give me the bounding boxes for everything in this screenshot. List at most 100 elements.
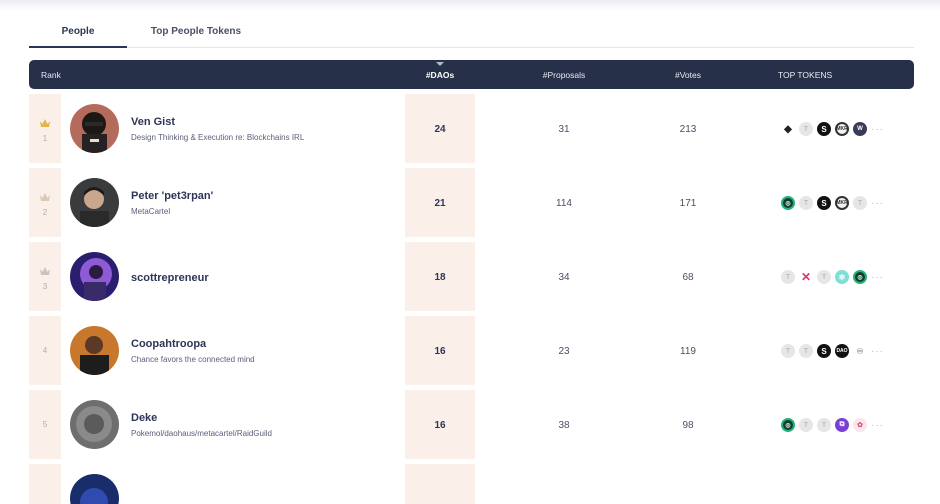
daos-cell: 21: [405, 168, 475, 237]
table-row[interactable]: 2 Peter 'pet3rpan' MetaCartel 21 114 171…: [29, 168, 914, 237]
rank-number: 1: [42, 134, 48, 143]
avatar[interactable]: [70, 326, 119, 375]
unknown-token-icon[interactable]: T: [799, 344, 813, 358]
votes-count: 68: [682, 272, 694, 283]
person-description: Chance favors the connected mind: [131, 355, 255, 364]
top-tokens: T T S DAO ♾ ···: [781, 343, 884, 359]
more-tokens-icon[interactable]: ···: [871, 345, 884, 357]
crown-gold-icon: [40, 119, 50, 127]
header-votes[interactable]: #Votes: [675, 70, 701, 80]
avatar[interactable]: [70, 252, 119, 301]
green-token-icon[interactable]: ◎: [781, 418, 795, 432]
table-row[interactable]: [29, 464, 914, 504]
more-tokens-icon[interactable]: ···: [871, 197, 884, 209]
avatar[interactable]: [70, 400, 119, 449]
daos-cell: 18: [405, 242, 475, 311]
header-daos[interactable]: #DAOs: [425, 70, 455, 80]
daos-count: 21: [434, 198, 446, 209]
person-name[interactable]: Deke: [131, 412, 158, 424]
person-name[interactable]: Coopahtroopa: [131, 338, 207, 350]
unknown-token-icon[interactable]: T: [799, 122, 813, 136]
top-tokens: T ✕ T ✲ ◎ ···: [781, 269, 884, 285]
ring-token-icon[interactable]: MKR: [835, 122, 849, 136]
person-name[interactable]: Ven Gist: [131, 116, 176, 128]
rank-cell: 2: [29, 168, 61, 237]
crown-icon: [40, 193, 50, 201]
proposals-count: 31: [558, 124, 570, 135]
tab-people[interactable]: People: [29, 26, 127, 48]
unknown-token-icon[interactable]: T: [817, 418, 831, 432]
header-rank[interactable]: Rank: [41, 70, 61, 80]
person-description: Pokemol/daohaus/metacartel/RaidGuild: [131, 429, 272, 438]
green-token-icon[interactable]: ◎: [781, 196, 795, 210]
more-tokens-icon[interactable]: ···: [871, 271, 884, 283]
avatar[interactable]: [70, 104, 119, 153]
rank-cell: [29, 464, 61, 504]
sort-desc-icon: [436, 62, 444, 66]
proposals-count: 34: [558, 272, 570, 283]
daos-count: 24: [434, 124, 446, 135]
more-tokens-icon[interactable]: ···: [871, 123, 884, 135]
proposals-count: 114: [556, 198, 572, 209]
rank-number: 2: [42, 208, 48, 217]
daos-cell: [405, 464, 475, 504]
top-shadow: [0, 0, 940, 10]
avatar[interactable]: [70, 474, 119, 504]
table-row[interactable]: 5 Deke Pokemol/daohaus/metacartel/RaidGu…: [29, 390, 914, 459]
top-tokens: ◆ T S MKR W ···: [781, 121, 884, 137]
table-row[interactable]: 1 Ven Gist Design Thinking & Execution r…: [29, 94, 914, 163]
person-description: MetaCartel: [131, 207, 171, 216]
tab-top-people-tokens[interactable]: Top People Tokens: [150, 26, 242, 37]
person-name[interactable]: scottrepreneur: [131, 272, 209, 284]
table-row[interactable]: 4 Coopahtroopa Chance favors the connect…: [29, 316, 914, 385]
eth-icon[interactable]: ◆: [784, 123, 792, 135]
rank-number: 3: [42, 282, 48, 291]
votes-count: 119: [680, 346, 696, 357]
unknown-token-icon[interactable]: T: [799, 418, 813, 432]
tab-bar: People Top People Tokens: [29, 0, 914, 48]
snx-token-icon[interactable]: S: [817, 122, 831, 136]
daos-cell: 16: [405, 316, 475, 385]
navy-token-icon[interactable]: W: [853, 122, 867, 136]
teal-token-icon[interactable]: ✲: [835, 270, 849, 284]
daos-count: 18: [434, 272, 446, 283]
top-tokens: ◎ T T ⧉ ✿ ···: [781, 417, 884, 433]
daos-cell: 16: [405, 390, 475, 459]
ring-token-icon[interactable]: MKR: [835, 196, 849, 210]
purple-token-icon[interactable]: ⧉: [835, 418, 849, 432]
dao-token-icon[interactable]: DAO: [835, 344, 849, 358]
rank-cell: 3: [29, 242, 61, 311]
daos-count: 16: [434, 420, 446, 431]
snx-token-icon[interactable]: S: [817, 344, 831, 358]
daos-count: 16: [434, 346, 446, 357]
proposals-count: 23: [558, 346, 570, 357]
table-header: Rank #DAOs #Proposals #Votes TOP TOKENS: [29, 60, 914, 89]
rank-cell: 5: [29, 390, 61, 459]
rank-cell: 4: [29, 316, 61, 385]
header-top-tokens[interactable]: TOP TOKENS: [778, 70, 833, 80]
more-tokens-icon[interactable]: ···: [871, 419, 884, 431]
pink-cross-token-icon[interactable]: ✕: [800, 270, 812, 284]
daos-cell: 24: [405, 94, 475, 163]
avatar[interactable]: [70, 178, 119, 227]
person-description: Design Thinking & Execution re: Blockcha…: [131, 133, 305, 142]
unknown-token-icon[interactable]: T: [781, 270, 795, 284]
green-token-icon[interactable]: ◎: [853, 270, 867, 284]
unknown-token-icon[interactable]: T: [817, 270, 831, 284]
rank-number: 5: [42, 420, 48, 429]
outline-token-icon[interactable]: ♾: [856, 346, 864, 356]
votes-count: 213: [679, 124, 697, 135]
unknown-token-icon[interactable]: T: [853, 196, 867, 210]
unknown-token-icon[interactable]: T: [799, 196, 813, 210]
snx-token-icon[interactable]: S: [817, 196, 831, 210]
votes-count: 98: [682, 420, 694, 431]
proposals-count: 38: [558, 420, 570, 431]
header-proposals[interactable]: #Proposals: [542, 70, 586, 80]
votes-count: 171: [679, 198, 697, 209]
unknown-token-icon[interactable]: T: [781, 344, 795, 358]
rank-number: 4: [42, 346, 48, 355]
rank-cell: 1: [29, 94, 61, 163]
rose-token-icon[interactable]: ✿: [853, 418, 867, 432]
table-row[interactable]: 3 scottrepreneur 18 34 68 T ✕ T ✲ ◎ ···: [29, 242, 914, 311]
person-name[interactable]: Peter 'pet3rpan': [131, 190, 214, 202]
